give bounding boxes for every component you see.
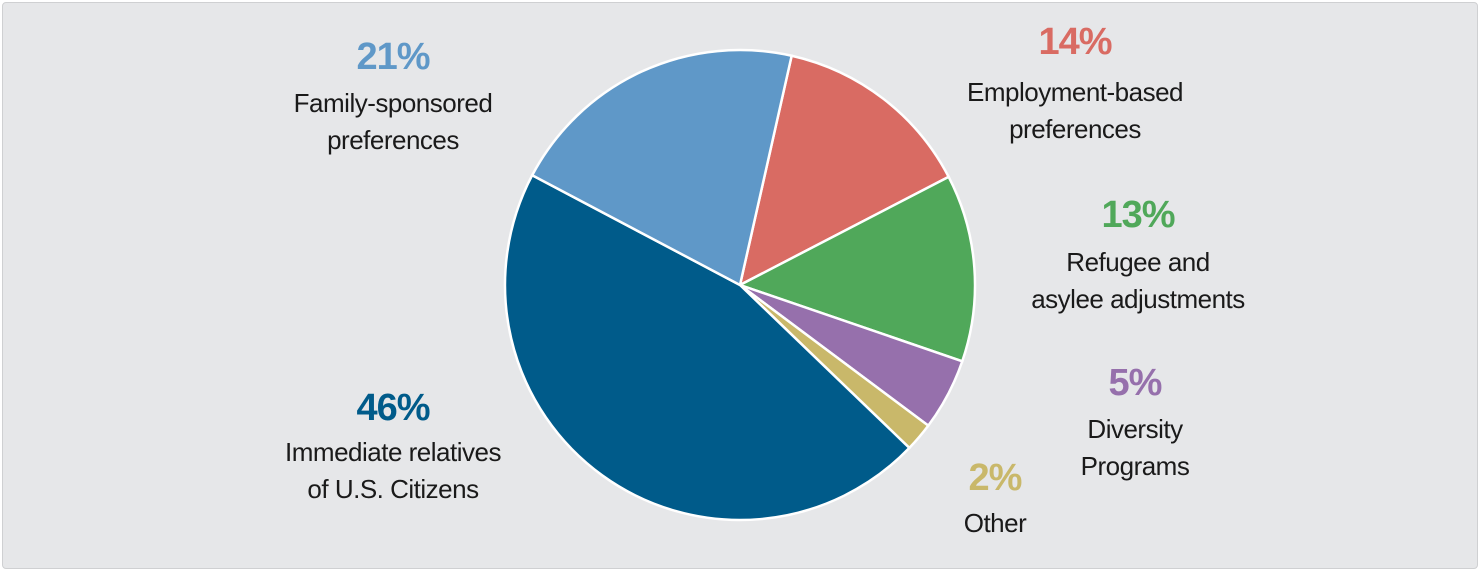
pie-slice bbox=[736, 175, 977, 363]
value-label: 21% bbox=[356, 36, 430, 78]
pie-slice bbox=[503, 173, 912, 522]
category-label: Diversity Programs bbox=[1080, 414, 1190, 481]
category-label: Family-sponsored preferences bbox=[293, 88, 493, 155]
category-label: Other bbox=[963, 508, 1027, 538]
category-label: Employment-based preferences bbox=[967, 77, 1184, 144]
value-label: 14% bbox=[1038, 21, 1112, 63]
value-label: 5% bbox=[1108, 362, 1163, 404]
category-label: Immediate relatives of U.S. Citizens bbox=[285, 437, 501, 504]
category-label: Refugee and asylee adjustments bbox=[1031, 247, 1245, 314]
value-label: 13% bbox=[1101, 194, 1175, 236]
value-label: 2% bbox=[968, 457, 1023, 499]
value-label: 46% bbox=[356, 387, 430, 429]
pie-slice bbox=[738, 54, 951, 288]
pie-slice bbox=[530, 48, 794, 287]
